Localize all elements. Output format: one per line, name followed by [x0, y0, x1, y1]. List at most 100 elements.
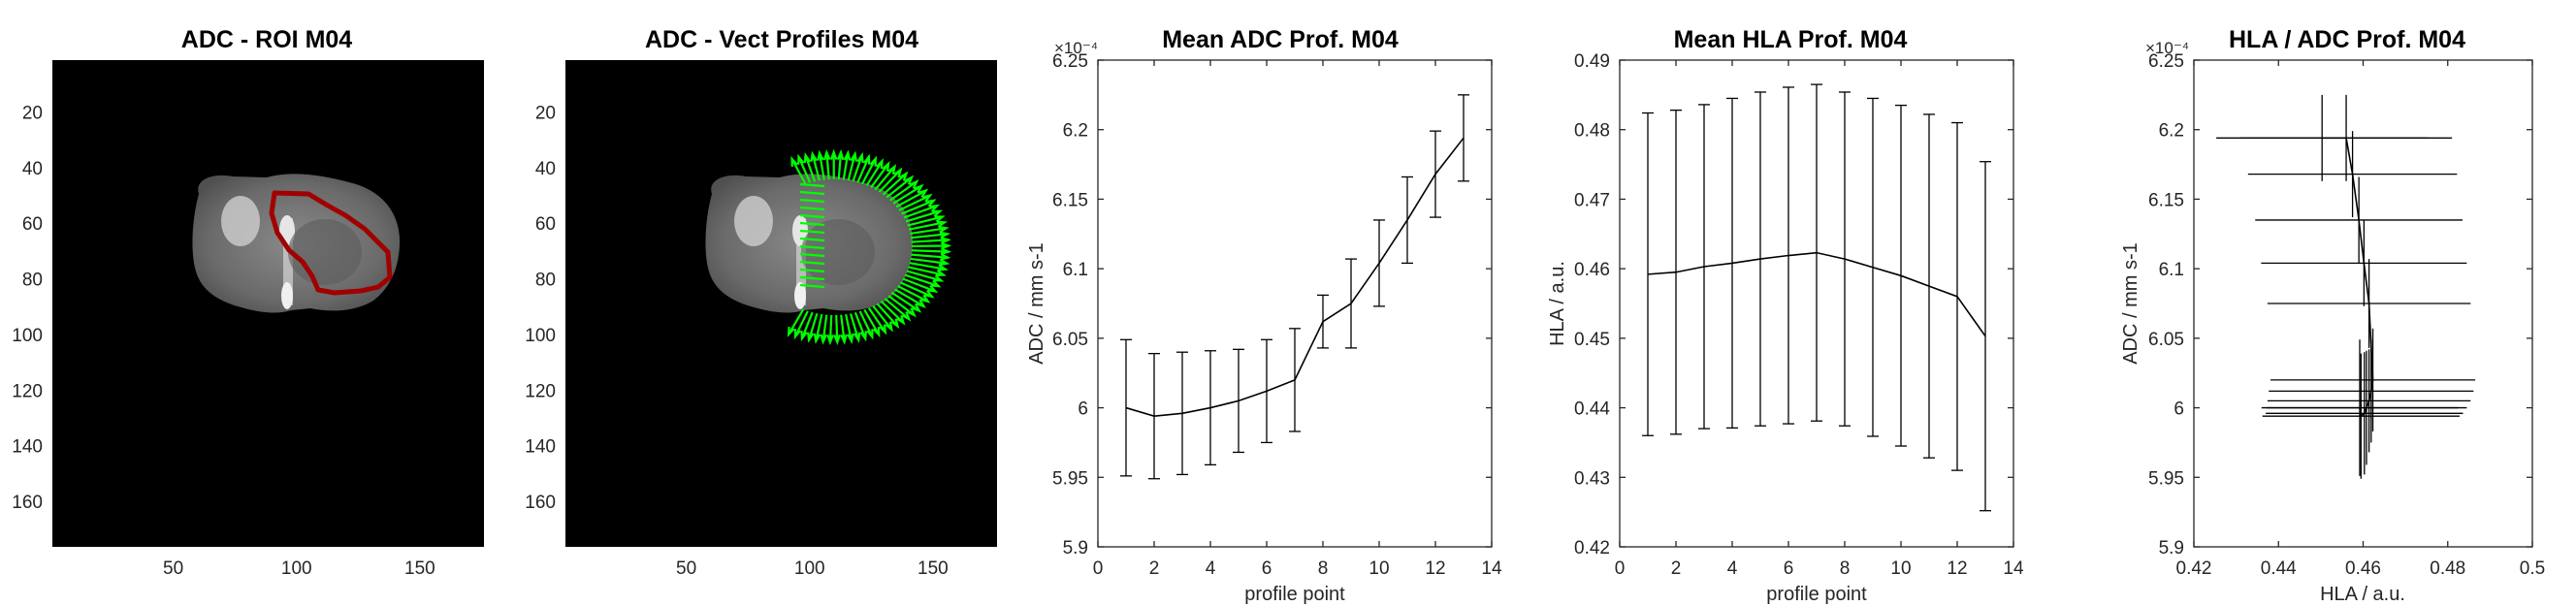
vector-profile — [895, 189, 927, 208]
vector-arrowhead — [929, 204, 941, 212]
vector-profile — [910, 227, 947, 236]
vector-arrowhead — [866, 329, 874, 340]
panel-5-ytick: 6.25 — [2148, 51, 2184, 72]
panel-2-xtick: 50 — [676, 558, 696, 579]
vector-profile — [821, 314, 828, 342]
vector-profile — [799, 252, 825, 258]
vector-arrowhead — [847, 333, 854, 345]
panel-5-ylabel: ADC / mm s-1 — [2120, 242, 2141, 365]
vector-arrowhead — [936, 220, 948, 228]
vector-arrowhead — [941, 241, 952, 250]
panel-3-xlabel: profile point — [1244, 584, 1345, 605]
vector-profile — [799, 182, 825, 188]
panel-1-title: ADC - ROI M04 — [181, 26, 353, 53]
panel-2-ytick: 60 — [535, 214, 556, 235]
vector-profile — [850, 313, 860, 341]
panel-3-axes-box — [1097, 59, 1493, 548]
vector-profile — [903, 205, 938, 219]
vector-arrowhead — [935, 269, 947, 277]
vector-arrowhead — [939, 258, 950, 267]
panel-5-xtick: 0.44 — [2261, 558, 2297, 579]
vector-arrowhead — [859, 331, 867, 342]
panel-2-ytick: 100 — [525, 326, 556, 346]
panel-1-xtick: 150 — [404, 558, 435, 579]
vector-arrowhead — [879, 324, 887, 335]
panel-3-xtick: 0 — [1093, 558, 1104, 579]
vector-arrowhead — [940, 253, 951, 261]
vector-profile — [894, 288, 925, 307]
vector-profile — [853, 311, 867, 339]
panel-4-xtick: 0 — [1615, 558, 1626, 579]
panel-4-xlabel: profile point — [1766, 584, 1867, 605]
vector-profile — [889, 180, 918, 202]
panel-5-ytick: 5.95 — [2148, 468, 2184, 489]
vector-arrowhead — [939, 231, 951, 239]
vector-profile — [799, 283, 825, 289]
panel-4-ytick: 0.43 — [1574, 468, 1610, 489]
vector-profile — [863, 308, 881, 335]
vector-arrowhead — [937, 264, 949, 271]
panel-4-ytick: 0.45 — [1574, 330, 1610, 350]
vector-profile — [797, 156, 812, 183]
vector-arrowhead — [820, 334, 828, 345]
vector-arrowhead — [901, 311, 912, 322]
vector-arrowhead — [940, 237, 951, 244]
vector-arrowhead — [911, 303, 922, 313]
panel-mean-adc-profile: Mean ADC Prof. M04 ×10⁻⁴ 0 2 4 6 8 10 12 145.95… — [1026, 26, 1502, 605]
panel-5-xtick: 0.42 — [2176, 558, 2212, 579]
mean-profile-line — [1125, 137, 1465, 417]
panel-4-title: Mean HLA Prof. M04 — [1674, 26, 1908, 53]
vector-profile — [799, 221, 825, 227]
vector-arrowhead — [826, 334, 834, 346]
vector-profile — [899, 281, 933, 298]
vector-arrowhead — [793, 329, 801, 340]
vector-arrowhead — [940, 247, 952, 256]
panel-4-ytick: 0.44 — [1574, 399, 1610, 420]
vector-profile — [861, 158, 877, 185]
vector-arrowhead — [863, 153, 871, 165]
vector-profiles — [787, 148, 952, 346]
vector-profile — [904, 273, 940, 288]
brain-slice-2 — [705, 174, 914, 313]
vector-profile — [825, 152, 830, 180]
vector-arrowhead — [803, 151, 811, 164]
vector-profile — [799, 268, 825, 273]
panel-4-ytick: 0.48 — [1574, 121, 1610, 142]
panel-4-xtick: 14 — [2003, 558, 2024, 579]
vector-arrowhead — [932, 209, 944, 217]
panel-3-xtick: 2 — [1149, 558, 1160, 579]
vector-arrowhead — [896, 314, 906, 326]
panel-3-ytick: 6.25 — [1052, 51, 1088, 72]
vector-arrowhead — [899, 171, 909, 181]
panel-2-ytick: 40 — [535, 159, 556, 179]
vector-profile — [906, 270, 942, 282]
vector-profile — [804, 154, 817, 182]
vector-arrowhead — [909, 179, 919, 189]
panel-4-xtick: 2 — [1671, 558, 1682, 579]
vector-arrowhead — [869, 155, 877, 167]
panel-2-title: ADC - Vect Profiles M04 — [645, 26, 918, 53]
panel-4-xtick: 8 — [1840, 558, 1851, 579]
vector-profile — [811, 153, 821, 181]
vector-arrowhead — [800, 331, 808, 342]
panel-4-xtick: 6 — [1784, 558, 1794, 579]
panel-3-ytick: 5.95 — [1052, 468, 1088, 489]
vector-arrowhead — [853, 332, 861, 343]
vector-arrowhead — [829, 148, 838, 160]
vector-profile — [902, 277, 936, 293]
panel-4-ylabel: HLA / a.u. — [1547, 261, 1568, 346]
vector-profile — [907, 215, 944, 227]
vector-arrowhead — [919, 294, 931, 303]
panel-2-xtick: 150 — [918, 558, 949, 579]
vector-arrowhead — [787, 326, 795, 337]
panel-4-ytick: 0.46 — [1574, 260, 1610, 280]
panel-4-xtick: 4 — [1727, 558, 1738, 579]
panel-2-ytick: 20 — [535, 104, 556, 124]
vector-profile — [828, 314, 833, 342]
panel-2-ytick: 140 — [525, 437, 556, 458]
panel-4-ytick: 0.42 — [1574, 538, 1610, 558]
vector-arrowhead — [822, 149, 831, 161]
panel-4-ytick: 0.47 — [1574, 190, 1610, 210]
panel-3-ytick: 6.15 — [1052, 190, 1088, 210]
panel-3-exponent: ×10⁻⁴ — [1054, 39, 1098, 57]
